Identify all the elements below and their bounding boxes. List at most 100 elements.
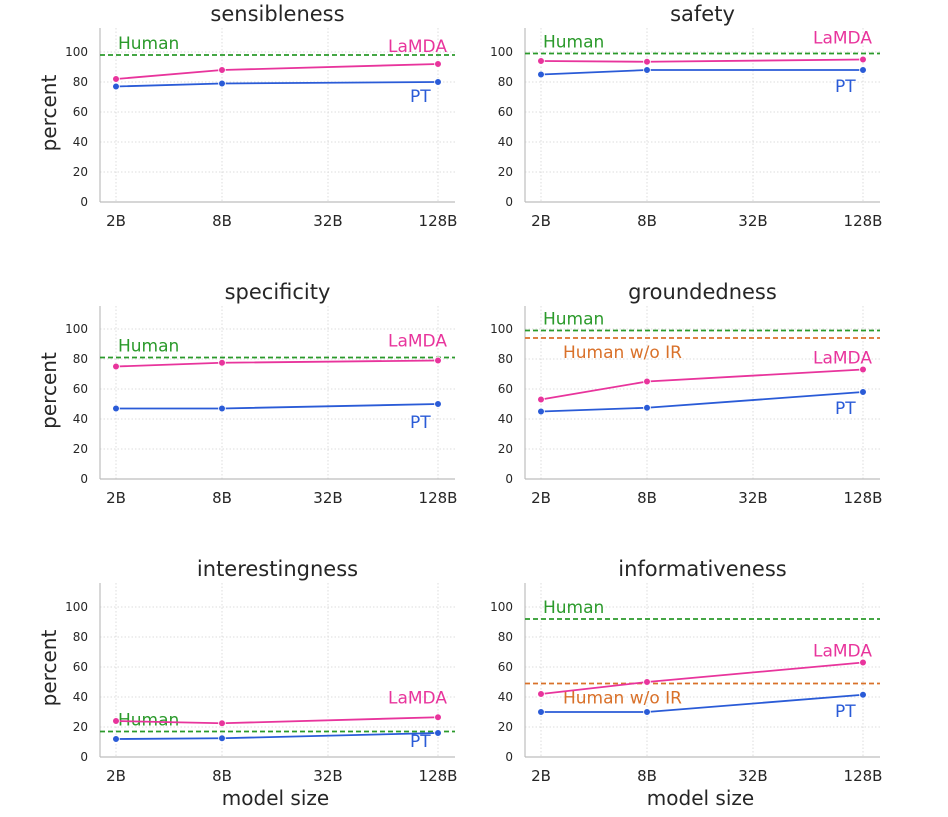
x-tick-label: 8B (212, 767, 232, 785)
x-tick-label: 2B (531, 212, 551, 230)
data-point-pt (643, 708, 651, 716)
x-tick-label: 8B (212, 212, 232, 230)
x-tick-label: 128B (419, 212, 458, 230)
data-point-lamda (859, 658, 867, 667)
panel-groundedness: 0 20 40 60 80 100 2B 8B 32B 128B groundedness Human… (490, 280, 882, 507)
y-tick-label: 40 (73, 690, 88, 704)
y-tick-label: 20 (498, 720, 513, 734)
chart-title: groundedness (628, 280, 777, 304)
data-point-pt (643, 403, 651, 412)
data-point-lamda (537, 57, 545, 65)
series-label-pt: PT (835, 399, 856, 419)
data-point-pt (434, 78, 442, 86)
x-tick-label: 2B (106, 212, 126, 230)
panel-sensibleness: 0 20 40 60 80 100 2B 8B 32B 128B sensibleness perce… (37, 2, 457, 230)
data-point-lamda (537, 690, 545, 698)
x-tick-label: 2B (531, 767, 551, 785)
y-tick-label: 80 (498, 352, 513, 366)
series-label-pt: PT (410, 87, 431, 107)
y-tick-label: 20 (498, 165, 513, 179)
y-tick-label: 60 (498, 382, 513, 396)
y-axis-label: percent (37, 75, 61, 152)
y-tick-label: 0 (80, 472, 88, 486)
y-tick-label: 0 (505, 195, 513, 209)
y-tick-label: 40 (498, 135, 513, 149)
series-line-pt (540, 391, 864, 413)
x-tick-label: 128B (419, 489, 458, 507)
x-tick-label: 32B (313, 212, 342, 230)
y-tick-label: 40 (498, 690, 513, 704)
chart-title: sensibleness (210, 2, 344, 26)
data-point-pt (434, 729, 442, 737)
data-point-pt (218, 734, 226, 743)
reference-label: Human (543, 310, 604, 330)
data-point-pt (859, 690, 867, 699)
x-tick-label: 32B (738, 212, 767, 230)
y-tick-label: 0 (505, 750, 513, 764)
series-line-lamda (115, 63, 439, 80)
data-point-lamda (218, 358, 226, 367)
data-point-pt (218, 79, 226, 88)
x-tick-label: 128B (419, 767, 458, 785)
panel-specificity: 0 20 40 60 80 100 2B 8B 32B 128B specificity percen… (37, 280, 457, 507)
y-tick-label: 20 (73, 720, 88, 734)
data-point-pt (434, 400, 442, 408)
data-point-pt (537, 407, 545, 416)
y-tick-label: 60 (73, 105, 88, 119)
data-point-lamda (112, 75, 120, 83)
y-tick-label: 100 (490, 600, 513, 614)
reference-label: Human w/o IR (563, 689, 682, 709)
chart-title: interestingness (197, 557, 358, 581)
x-axis-label: model size (222, 786, 329, 810)
y-tick-label: 60 (73, 382, 88, 396)
data-point-lamda (643, 377, 651, 386)
series-label-lamda: LaMDA (813, 642, 872, 662)
data-point-lamda (218, 66, 226, 74)
data-point-pt (112, 404, 120, 413)
data-point-pt (537, 70, 545, 79)
series-label-lamda: LaMDA (813, 29, 872, 49)
x-tick-label: 8B (637, 212, 657, 230)
series-label-pt: PT (410, 732, 431, 752)
y-tick-label: 80 (498, 75, 513, 89)
x-tick-label: 2B (106, 489, 126, 507)
x-tick-label: 32B (738, 489, 767, 507)
reference-label: Human (118, 34, 179, 54)
x-tick-label: 2B (531, 489, 551, 507)
x-tick-label: 32B (738, 767, 767, 785)
y-axis-label: percent (37, 630, 61, 707)
series-line-pt (115, 81, 439, 88)
y-tick-label: 100 (65, 322, 88, 336)
y-tick-label: 80 (73, 75, 88, 89)
y-tick-label: 60 (498, 660, 513, 674)
y-tick-label: 100 (65, 45, 88, 59)
reference-label: Human (543, 598, 604, 618)
data-point-lamda (434, 60, 442, 68)
y-tick-label: 80 (73, 352, 88, 366)
data-point-lamda (859, 365, 867, 374)
x-tick-label: 8B (637, 489, 657, 507)
series-line-lamda (115, 359, 439, 368)
y-tick-label: 20 (73, 442, 88, 456)
data-point-lamda (218, 719, 226, 728)
panel-interestingness: 0 20 40 60 80 100 2B 8B 32B 128B interestingness pe… (37, 557, 457, 810)
x-tick-label: 2B (106, 767, 126, 785)
chart-title: safety (670, 2, 735, 26)
data-point-lamda (112, 362, 120, 371)
series-label-pt: PT (410, 413, 431, 433)
data-point-pt (218, 404, 226, 413)
x-tick-label: 8B (212, 489, 232, 507)
y-tick-label: 20 (498, 442, 513, 456)
y-tick-label: 100 (65, 600, 88, 614)
series-label-pt: PT (835, 702, 856, 722)
data-point-pt (643, 66, 651, 74)
y-axis-label: percent (37, 352, 61, 429)
data-point-lamda (859, 55, 867, 64)
series-label-lamda: LaMDA (388, 332, 447, 352)
y-tick-label: 60 (73, 660, 88, 674)
series-line-pt (116, 403, 439, 410)
series-label-lamda: LaMDA (813, 349, 872, 369)
y-tick-label: 40 (73, 135, 88, 149)
series-line-pt (540, 69, 863, 76)
y-tick-label: 0 (80, 750, 88, 764)
